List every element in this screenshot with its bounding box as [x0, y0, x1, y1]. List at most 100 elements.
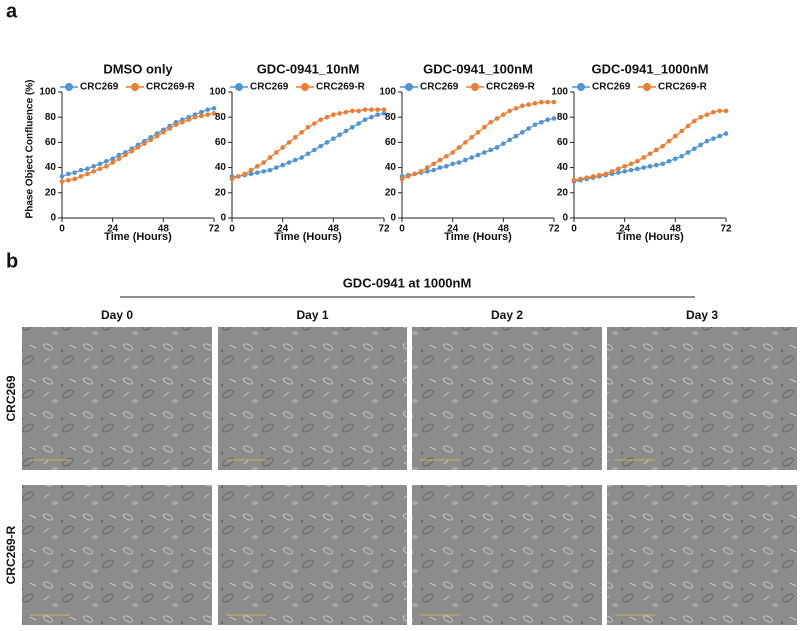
data-point	[654, 147, 659, 153]
data-point	[647, 151, 653, 157]
y-tick-label: 40	[557, 162, 569, 173]
data-point	[482, 150, 487, 155]
data-point	[685, 123, 691, 129]
data-point	[211, 106, 217, 111]
data-point	[154, 133, 160, 139]
chart-title: GDC-0941_1000nM	[591, 61, 708, 76]
data-point	[603, 171, 608, 177]
data-point	[673, 133, 678, 139]
data-point	[255, 170, 260, 175]
data-point	[469, 155, 474, 160]
data-point	[488, 147, 493, 153]
data-point	[72, 170, 77, 175]
y-tick-label: 60	[215, 137, 227, 148]
data-point	[539, 119, 544, 125]
legend-marker	[301, 83, 309, 91]
data-point	[431, 167, 436, 173]
x-tick-label: 72	[720, 224, 732, 235]
chart: GDC-0941_10nM 0 20 40 60 80 100 0 24 48 72 Time (Ho…	[209, 61, 390, 242]
y-tick-label: 20	[385, 187, 397, 198]
data-point	[59, 174, 65, 179]
data-point	[362, 107, 368, 112]
legend-label: CRC269	[592, 82, 631, 93]
data-point	[666, 159, 672, 164]
y-tick-label: 100	[209, 87, 226, 98]
series-line	[231, 109, 384, 180]
data-point	[660, 143, 665, 149]
micrograph	[607, 327, 797, 470]
data-point	[180, 119, 185, 125]
panel-label: a	[6, 0, 18, 22]
column-label: Day 2	[491, 308, 523, 322]
data-point	[299, 155, 304, 160]
series-line	[401, 101, 554, 180]
data-point	[698, 114, 703, 120]
y-tick-label: 20	[45, 187, 57, 198]
x-axis-label: Time (Hours)	[104, 231, 172, 243]
data-point	[91, 169, 96, 174]
data-point	[647, 164, 653, 169]
data-point	[236, 174, 241, 179]
data-point	[381, 111, 387, 116]
data-point	[324, 140, 330, 145]
data-point	[110, 160, 115, 165]
data-point	[551, 99, 557, 105]
data-point	[469, 135, 474, 140]
data-point	[520, 130, 525, 135]
data-point	[85, 171, 90, 177]
micrograph	[607, 485, 797, 625]
data-point	[286, 140, 292, 145]
data-point	[526, 126, 531, 131]
x-tick-label: 48	[158, 224, 170, 235]
data-point	[507, 137, 512, 143]
data-point	[205, 107, 210, 112]
data-point	[545, 99, 550, 105]
data-point	[641, 165, 646, 170]
data-point	[123, 152, 128, 158]
data-point	[532, 101, 538, 106]
legend-marker	[405, 83, 413, 91]
y-tick-label: 40	[385, 162, 397, 173]
x-tick-label: 72	[378, 224, 390, 235]
chart: DMSO only 0 20 40 60 80 100 0 24 48 72 Time (Hours)…	[25, 61, 220, 242]
data-point	[571, 177, 577, 183]
data-point	[116, 152, 122, 158]
data-point	[692, 118, 697, 124]
x-tick-label: 0	[59, 224, 65, 235]
data-point	[375, 112, 380, 117]
data-point	[609, 169, 615, 174]
legend-marker	[577, 83, 585, 91]
data-point	[513, 133, 519, 139]
data-point	[110, 156, 115, 162]
legend-label: CRC269-R	[316, 82, 366, 93]
x-tick-label: 48	[498, 224, 510, 235]
data-point	[91, 164, 96, 169]
y-tick-label: 100	[551, 87, 568, 98]
data-point	[199, 113, 204, 119]
legend-label: CRC269-R	[658, 82, 708, 93]
data-point	[148, 137, 153, 143]
legend-label: CRC269	[250, 82, 289, 93]
y-axis-label: Phase Object Confluence (%)	[25, 80, 36, 219]
data-point	[494, 116, 500, 121]
data-point	[431, 161, 436, 167]
data-point	[267, 155, 273, 160]
x-tick-label: 24	[107, 224, 119, 235]
data-point	[399, 176, 405, 182]
data-point	[463, 157, 468, 163]
data-point	[456, 145, 462, 150]
data-point	[192, 114, 198, 120]
chart-title: GDC-0941_10nM	[257, 61, 360, 76]
x-tick-label: 0	[571, 224, 577, 235]
data-point	[293, 135, 298, 140]
data-point	[456, 160, 462, 165]
y-tick-label: 80	[215, 112, 227, 123]
data-point	[520, 103, 525, 109]
column-label: Day 3	[686, 308, 718, 322]
data-point	[418, 169, 424, 174]
data-point	[425, 165, 430, 170]
data-point	[305, 151, 311, 157]
y-tick-label: 0	[50, 213, 56, 224]
data-point	[312, 147, 317, 153]
y-tick-label: 0	[562, 213, 568, 224]
